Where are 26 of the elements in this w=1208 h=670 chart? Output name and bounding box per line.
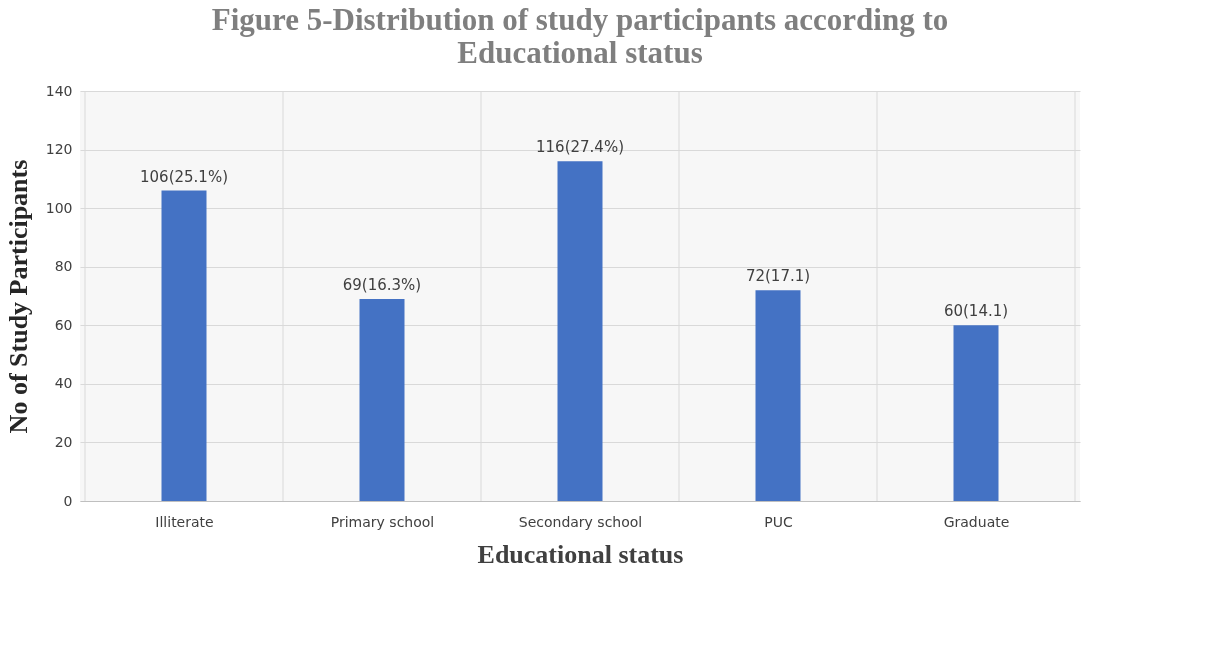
y-tick-label: 120: [45, 141, 73, 158]
x-axis-title: Educational status: [477, 539, 684, 569]
data-label: 116(27.4%): [536, 138, 624, 157]
data-label: 106(25.1%): [140, 167, 228, 186]
y-tick-label: 140: [45, 82, 73, 99]
y-tick-label: 100: [45, 199, 73, 216]
y-tick-label: 40: [54, 375, 73, 392]
data-label: 72(17.1): [745, 267, 811, 286]
bar: [359, 298, 405, 501]
bar: [755, 290, 801, 501]
bar: [161, 190, 207, 501]
x-tick-label: Graduate: [943, 513, 1010, 530]
x-tick-label: Illiterate: [155, 513, 214, 530]
x-tick-label: Secondary school: [518, 513, 643, 530]
bar: [953, 325, 999, 501]
y-tick-label: 20: [54, 433, 73, 450]
x-tick-label: Primary school: [330, 513, 435, 530]
data-label: 60(14.1): [943, 302, 1009, 321]
chart-title: Figure 5-Distribution of study participants according to Educational status: [211, 2, 949, 70]
bar: [557, 161, 603, 501]
data-label: 69(16.3%): [342, 275, 422, 294]
y-axis-title: No of Study Participants: [3, 159, 33, 434]
y-tick-label: 80: [54, 258, 73, 275]
y-tick-label: 0: [63, 492, 73, 509]
x-tick-label: PUC: [764, 513, 793, 530]
y-tick-label: 60: [54, 316, 73, 333]
